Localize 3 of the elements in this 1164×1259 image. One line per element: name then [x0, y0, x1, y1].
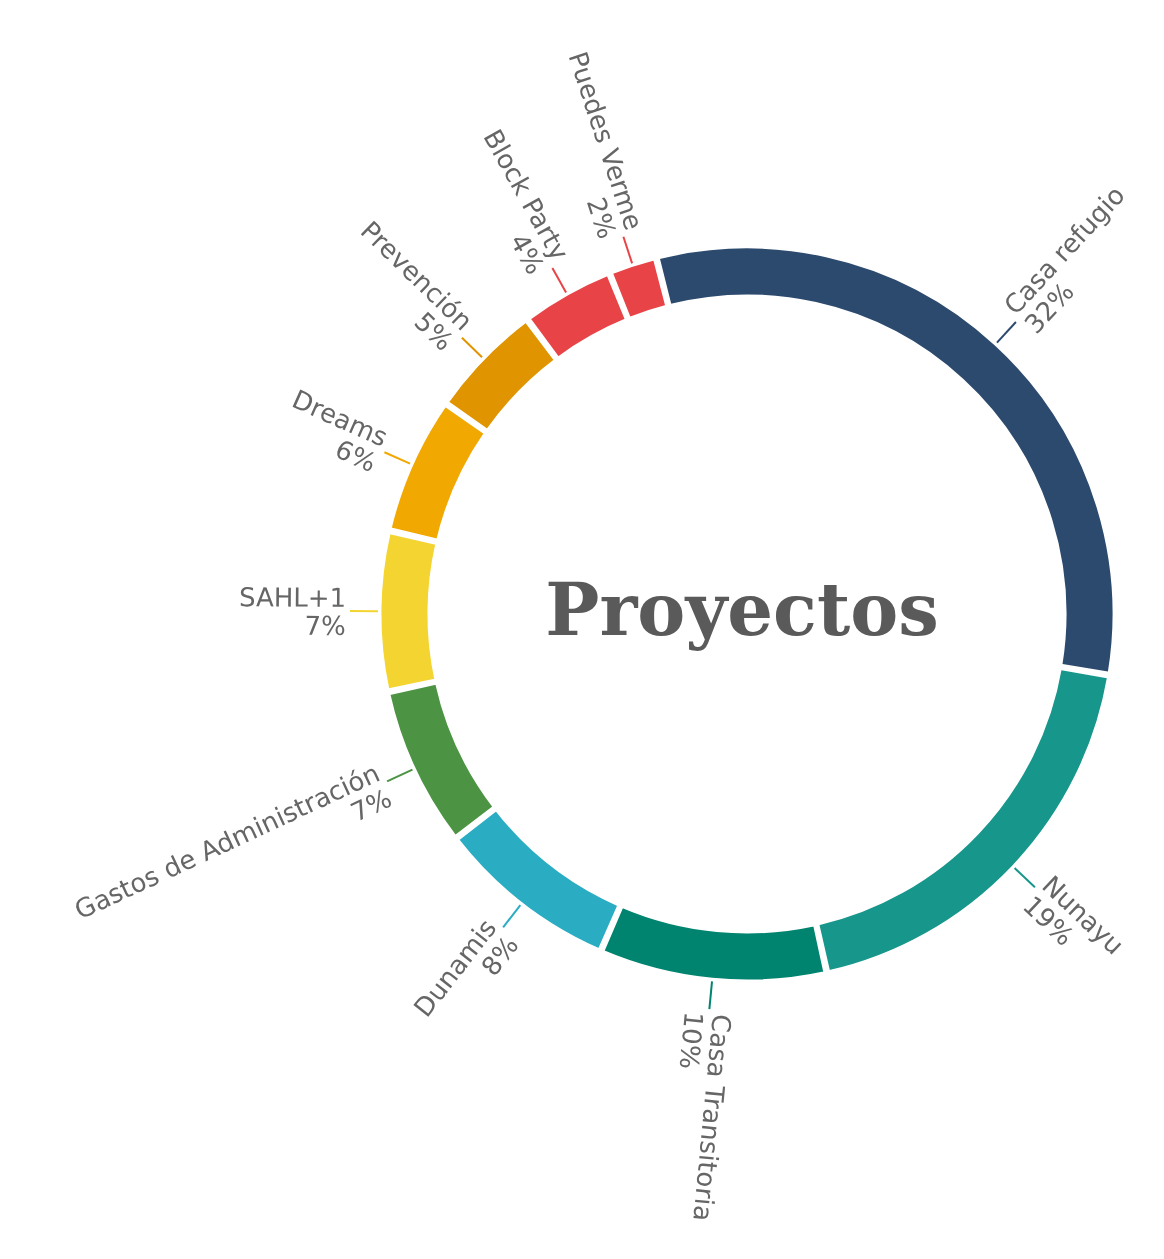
slice-label: SAHL+1	[238, 582, 347, 613]
data-label: 7%	[304, 610, 347, 641]
text: Proyectos	[545, 566, 939, 652]
